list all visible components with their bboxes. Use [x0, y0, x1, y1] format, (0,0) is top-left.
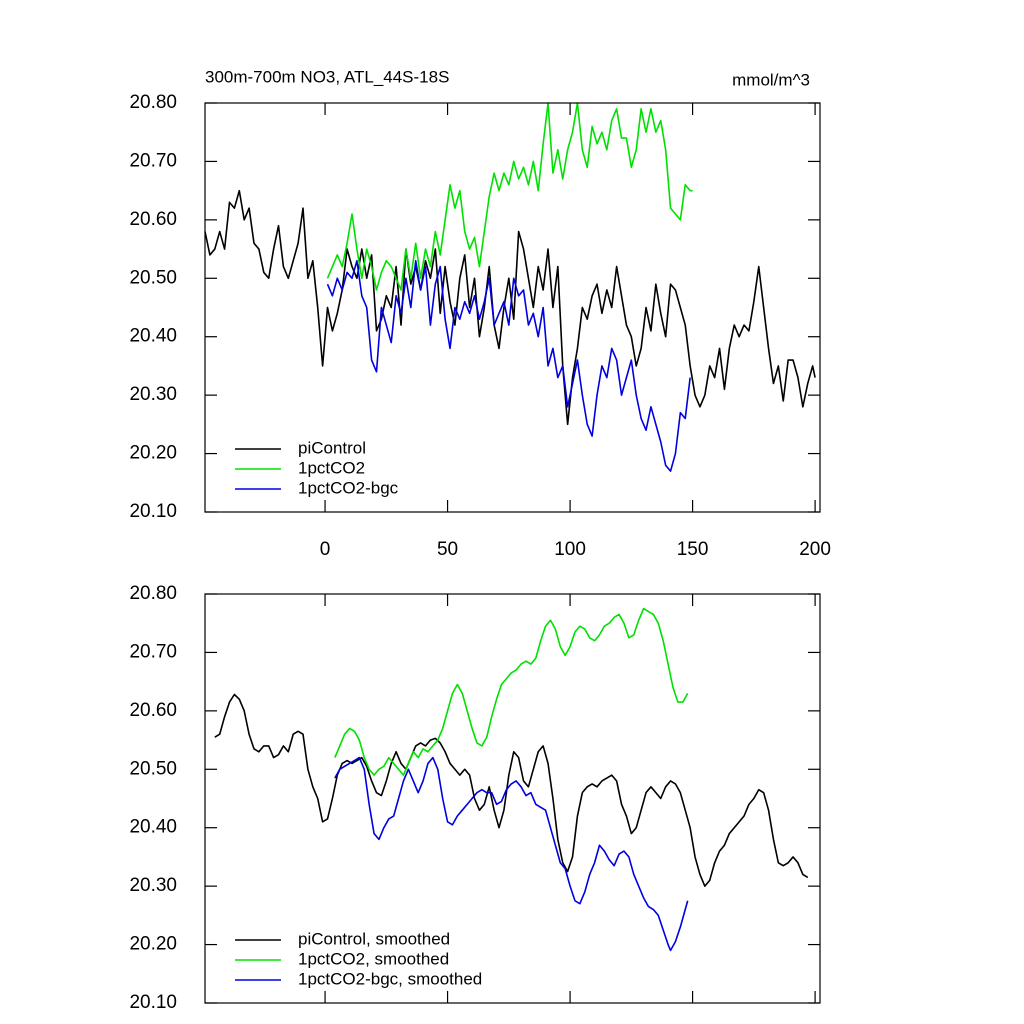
y-tick-label: 20.30	[129, 875, 177, 896]
y-tick-label: 20.10	[129, 501, 177, 522]
y-tick-label: 20.30	[129, 384, 177, 405]
units-label: mmol/m^3	[732, 70, 810, 89]
x-tick-label: 50	[437, 539, 458, 560]
y-tick-label: 20.80	[129, 583, 177, 604]
y-tick-label: 20.60	[129, 209, 177, 230]
data-line	[326, 259, 691, 472]
x-tick-label: 0	[320, 539, 331, 560]
y-tick-label: 20.20	[129, 443, 177, 464]
y-tick-label: 20.50	[129, 267, 177, 288]
plot-frame	[204, 593, 821, 1004]
y-tick-label: 20.40	[129, 326, 177, 347]
data-line	[214, 693, 809, 887]
y-tick-label: 20.10	[129, 992, 177, 1013]
legend-label: piControl, smoothed	[298, 929, 450, 948]
y-tick-label: 20.70	[129, 641, 177, 662]
y-tick-label: 20.80	[129, 92, 177, 113]
y-tick-label: 20.70	[129, 150, 177, 171]
legend-label: 1pctCO2, smoothed	[298, 949, 449, 968]
data-line	[334, 756, 689, 952]
y-tick-label: 20.20	[129, 934, 177, 955]
y-tick-label: 20.40	[129, 817, 177, 838]
chart-title: 300m-700m NO3, ATL_44S-18S	[205, 67, 449, 86]
data-line	[334, 607, 689, 776]
legend-label: 1pctCO2-bgc	[298, 478, 399, 497]
legend-label: 1pctCO2	[298, 458, 365, 477]
legend-label: piControl	[298, 438, 366, 457]
y-tick-label: 20.50	[129, 758, 177, 779]
plot-frame	[204, 102, 821, 513]
data-line	[326, 102, 693, 291]
legend-label: 1pctCO2-bgc, smoothed	[298, 969, 482, 988]
x-tick-label: 100	[554, 539, 586, 560]
x-tick-label: 200	[799, 539, 831, 560]
y-tick-label: 20.60	[129, 700, 177, 721]
x-tick-label: 150	[677, 539, 709, 560]
